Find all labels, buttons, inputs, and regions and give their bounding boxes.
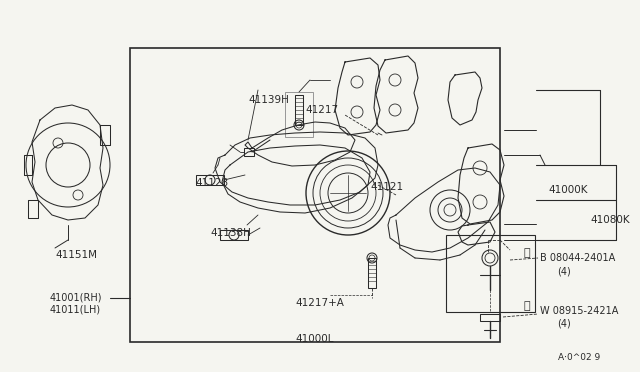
Text: 41121: 41121 — [370, 182, 403, 192]
Text: 41138H: 41138H — [210, 228, 251, 238]
Text: 41000K: 41000K — [548, 185, 588, 195]
Text: 41000L: 41000L — [295, 334, 333, 344]
Bar — [368, 258, 376, 288]
Text: 41151M: 41151M — [55, 250, 97, 260]
Text: A⋅0^02 9: A⋅0^02 9 — [558, 353, 600, 362]
Bar — [446, 235, 535, 312]
Text: 41217: 41217 — [305, 105, 338, 115]
Bar — [480, 314, 500, 321]
Text: 41080K: 41080K — [590, 215, 630, 225]
Bar — [295, 95, 303, 125]
Bar — [244, 148, 254, 156]
Bar — [196, 175, 224, 185]
Text: Ⓦ: Ⓦ — [524, 301, 531, 311]
Bar — [130, 48, 500, 342]
Bar — [220, 230, 248, 240]
Text: 41001(RH): 41001(RH) — [50, 292, 102, 302]
Text: B 08044-2401A: B 08044-2401A — [540, 253, 615, 263]
Text: Ⓑ: Ⓑ — [524, 248, 531, 258]
Bar — [285, 92, 313, 137]
Text: 41011(LH): 41011(LH) — [50, 304, 101, 314]
Text: (4): (4) — [557, 319, 571, 329]
Text: 41128: 41128 — [195, 178, 228, 188]
Text: (4): (4) — [557, 266, 571, 276]
Text: 41217+A: 41217+A — [295, 298, 344, 308]
Text: 41139H: 41139H — [248, 95, 289, 105]
Text: W 08915-2421A: W 08915-2421A — [540, 306, 618, 316]
